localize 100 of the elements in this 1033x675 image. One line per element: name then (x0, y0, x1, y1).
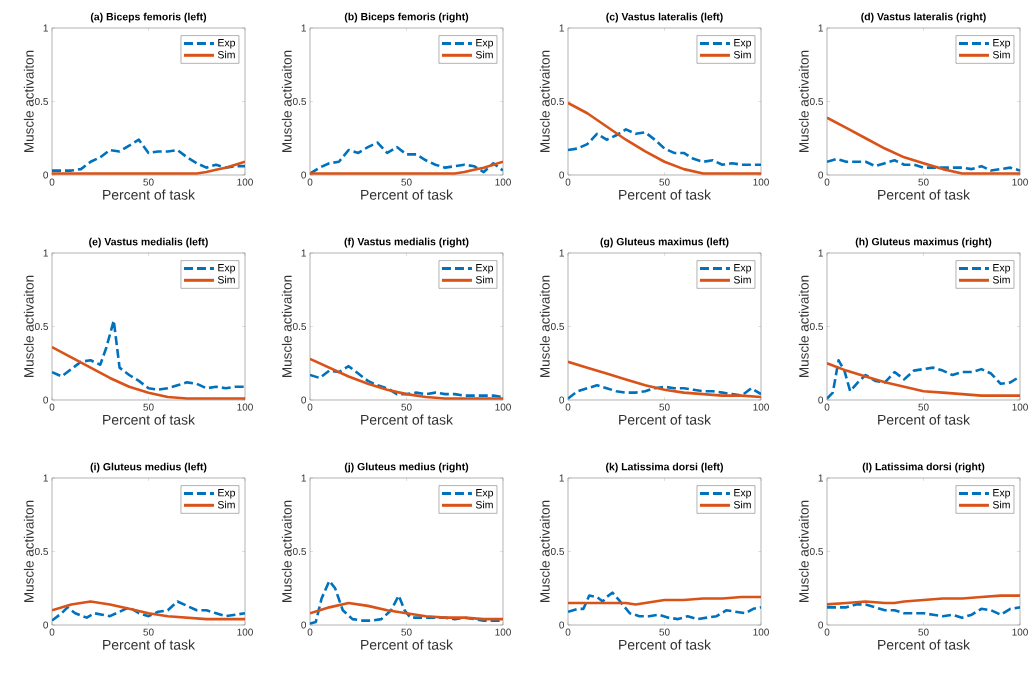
y-axis-title: Muscle activaiton (798, 275, 809, 377)
y-tick-label: 1 (301, 474, 306, 482)
x-tick-label: 50 (143, 628, 154, 636)
legend-label: Exp (993, 264, 1011, 274)
chart-title: (c) Vastus lateralis (left) (606, 12, 723, 23)
y-tick-label: 1 (43, 474, 48, 482)
chart-title: (g) Gluteus maximus (left) (600, 237, 729, 248)
y-tick-label: 0 (43, 621, 49, 629)
x-tick-label: 100 (753, 403, 769, 411)
x-tick-label: 50 (401, 628, 412, 636)
legend-label: Sim (733, 275, 751, 284)
x-tick-label: 100 (495, 403, 511, 411)
legend-label: Sim (217, 275, 235, 284)
y-tick-label: 0.5 (550, 97, 565, 106)
y-tick-label: 0.5 (292, 97, 307, 106)
x-tick-label: 0 (824, 628, 830, 636)
y-tick-label: 0.5 (809, 547, 824, 556)
x-tick-label: 0 (49, 628, 55, 636)
y-tick-label: 0 (43, 396, 49, 404)
y-tick-label: 1 (559, 249, 564, 257)
legend-label: Exp (734, 39, 752, 49)
legend-label: Sim (217, 50, 235, 59)
y-axis-title: Muscle activaiton (539, 275, 550, 377)
chart-title: (k) Latissima dorsi (left) (606, 462, 723, 473)
y-axis-title: Muscle activaiton (23, 50, 34, 152)
y-tick-label: 1 (818, 24, 823, 32)
y-tick-label: 0.5 (809, 97, 824, 106)
x-axis-title: Percent of task (878, 639, 971, 650)
x-axis-title: Percent of task (619, 189, 712, 200)
y-tick-label: 1 (43, 249, 48, 257)
line-series (827, 594, 1021, 606)
legend-label: Exp (476, 264, 494, 274)
legend-label: Sim (992, 275, 1010, 284)
y-axis-title: Muscle activaiton (281, 500, 292, 602)
legend-label: Sim (475, 275, 493, 284)
x-tick-label: 50 (143, 403, 154, 411)
x-tick-label: 50 (659, 403, 670, 411)
y-tick-label: 0 (559, 396, 565, 404)
x-tick-label: 100 (753, 628, 769, 636)
y-tick-label: 0 (559, 621, 565, 629)
y-tick-label: 0 (818, 621, 824, 629)
legend-label: Exp (218, 489, 236, 499)
y-tick-label: 0.5 (34, 322, 49, 331)
legend-label: Exp (993, 489, 1011, 499)
chart-title: (e) Vastus medialis (left) (89, 237, 208, 248)
y-tick-label: 0 (301, 171, 307, 179)
x-axis-title: Percent of task (878, 189, 971, 200)
chart-title: (j) Gluteus medius (right) (344, 462, 469, 473)
chart-title: (b) Biceps femoris (right) (344, 12, 469, 23)
legend-label: Sim (217, 500, 235, 509)
x-tick-label: 0 (307, 628, 313, 636)
y-axis-title: Muscle activaiton (281, 50, 292, 152)
x-tick-label: 0 (49, 178, 55, 186)
x-axis-title: Percent of task (619, 414, 712, 425)
legend-label: Exp (218, 39, 236, 49)
legend-label: Exp (218, 264, 236, 274)
x-axis-title: Percent of task (103, 414, 196, 425)
chart-title: (i) Gluteus medius (left) (90, 462, 207, 473)
x-tick-label: 50 (918, 403, 929, 411)
line-series (310, 141, 503, 175)
chart-title: (a) Biceps femoris (left) (90, 12, 207, 23)
line-series (568, 360, 762, 399)
x-tick-label: 0 (49, 403, 55, 411)
y-tick-label: 0 (818, 171, 824, 179)
y-tick-label: 1 (818, 249, 823, 257)
x-tick-label: 0 (307, 178, 313, 186)
y-tick-label: 0 (43, 171, 49, 179)
x-tick-label: 100 (1012, 178, 1028, 186)
x-tick-label: 0 (824, 178, 830, 186)
x-tick-label: 0 (565, 403, 571, 411)
chart-title: (l) Latissima dorsi (right) (862, 462, 985, 473)
y-axis-title: Muscle activaiton (23, 275, 34, 377)
y-tick-label: 1 (301, 24, 306, 32)
x-tick-label: 100 (237, 403, 253, 411)
y-tick-label: 1 (301, 249, 306, 257)
y-tick-label: 0.5 (809, 322, 824, 331)
y-axis-title: Muscle activaiton (798, 50, 809, 152)
x-axis-title: Percent of task (878, 414, 971, 425)
x-tick-label: 100 (753, 178, 769, 186)
legend-label: Sim (733, 500, 751, 509)
x-tick-label: 100 (237, 178, 253, 186)
y-axis-title: Muscle activaiton (539, 500, 550, 602)
x-axis-title: Percent of task (103, 189, 196, 200)
x-tick-label: 100 (1012, 628, 1028, 636)
y-axis-title: Muscle activaiton (281, 275, 292, 377)
legend-label: Sim (475, 500, 493, 509)
y-tick-label: 1 (559, 474, 564, 482)
legend-label: Sim (992, 500, 1010, 509)
y-tick-label: 0 (818, 396, 824, 404)
legend-label: Sim (733, 50, 751, 59)
legend-label: Exp (476, 39, 494, 49)
y-tick-label: 0.5 (550, 547, 565, 556)
x-axis-title: Percent of task (361, 639, 454, 650)
line-series (52, 319, 245, 392)
y-tick-label: 1 (818, 474, 823, 482)
y-axis-title: Muscle activaiton (23, 500, 34, 602)
x-tick-label: 0 (824, 403, 830, 411)
legend-label: Exp (476, 489, 494, 499)
legend-label: Sim (475, 50, 493, 59)
x-axis-title: Percent of task (361, 414, 454, 425)
